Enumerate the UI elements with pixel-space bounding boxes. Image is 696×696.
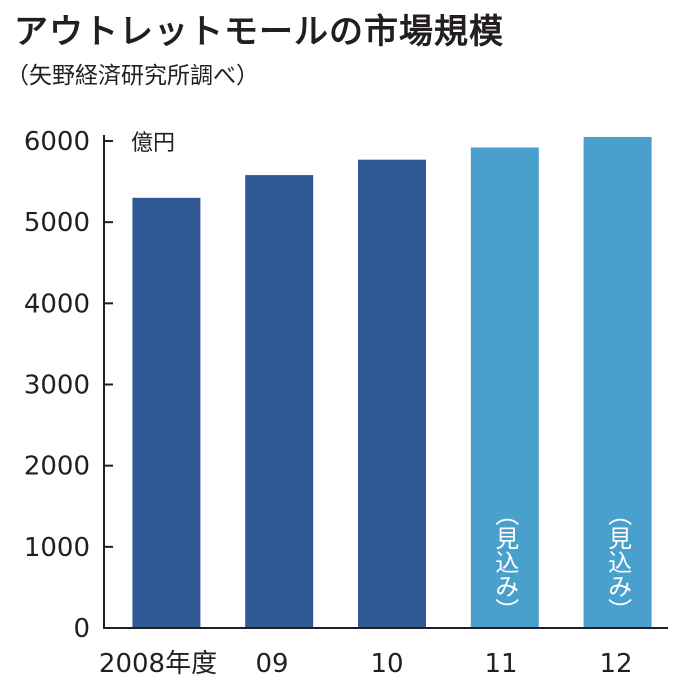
bar-projected (470, 147, 539, 628)
bar (245, 175, 314, 628)
bars-layer (132, 136, 652, 629)
y-tick-label: 3000 (24, 371, 90, 401)
bar (358, 159, 426, 628)
axis-layer (103, 135, 668, 629)
x-tick-label: 12 (599, 649, 632, 679)
labels-layer: 0 1000 2000 3000 4000 5000 6000 2008年度 09 10 11 （見込… (24, 127, 633, 679)
y-tick-label: 2000 (24, 452, 90, 482)
x-tick-label: 2008年度 (99, 649, 217, 679)
x-tick-label: 10 (370, 649, 403, 679)
projection-note: （見込み） (604, 502, 632, 622)
source-note: （矢野経済研究所調べ） (6, 63, 259, 89)
x-tick-label: 11 (484, 649, 517, 679)
y-tick-label: 4000 (24, 289, 90, 319)
projection-note: （見込み） (491, 502, 519, 622)
y-tick-label: 1000 (24, 533, 90, 563)
unit-label: 億円 (131, 131, 175, 156)
y-tick-label: 6000 (24, 127, 90, 157)
bar-projected (583, 136, 652, 629)
y-tick-label: 0 (73, 614, 90, 644)
y-tick-label: 5000 (24, 208, 90, 238)
x-tick-label: 09 (255, 649, 288, 679)
bar (132, 197, 201, 629)
chart-title: アウトレットモールの市場規模 (14, 12, 504, 52)
